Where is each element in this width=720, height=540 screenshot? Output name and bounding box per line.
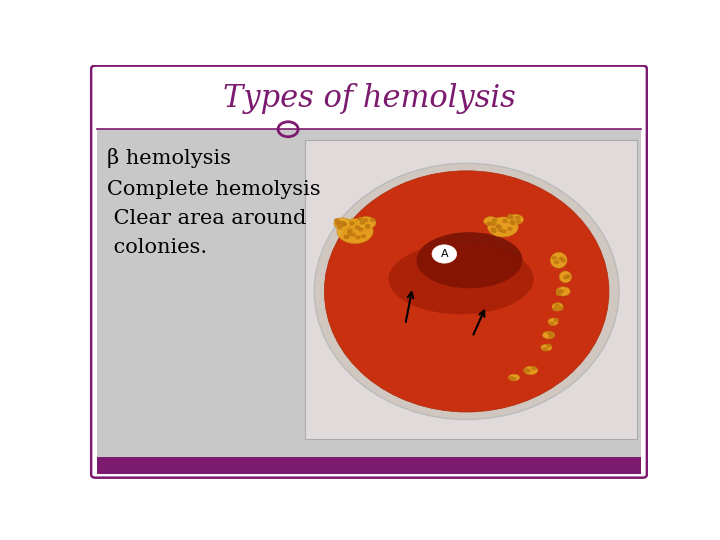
Circle shape xyxy=(344,234,350,239)
Ellipse shape xyxy=(315,163,619,420)
Circle shape xyxy=(347,231,353,235)
Circle shape xyxy=(341,222,346,227)
Circle shape xyxy=(365,225,370,229)
Ellipse shape xyxy=(416,232,523,288)
Circle shape xyxy=(510,377,516,381)
Circle shape xyxy=(558,306,564,310)
Ellipse shape xyxy=(487,217,518,237)
Text: colonies.: colonies. xyxy=(107,238,207,257)
Circle shape xyxy=(340,221,346,225)
Circle shape xyxy=(526,369,531,373)
Circle shape xyxy=(491,229,497,233)
Circle shape xyxy=(337,225,343,229)
Circle shape xyxy=(487,221,492,226)
Circle shape xyxy=(335,221,341,226)
Circle shape xyxy=(508,376,514,380)
Circle shape xyxy=(365,224,371,228)
Circle shape xyxy=(370,218,375,222)
Ellipse shape xyxy=(550,252,567,268)
Circle shape xyxy=(432,245,456,263)
Ellipse shape xyxy=(324,171,609,412)
Circle shape xyxy=(549,333,555,337)
Ellipse shape xyxy=(524,366,538,375)
Circle shape xyxy=(336,220,342,225)
Circle shape xyxy=(507,227,513,231)
Ellipse shape xyxy=(484,217,498,226)
Circle shape xyxy=(547,331,553,335)
Circle shape xyxy=(549,335,554,339)
Text: Complete hemolysis: Complete hemolysis xyxy=(107,180,320,199)
Circle shape xyxy=(498,228,503,232)
Circle shape xyxy=(554,260,559,264)
Circle shape xyxy=(508,214,513,218)
Ellipse shape xyxy=(334,218,351,230)
Text: A: A xyxy=(441,249,448,259)
Text: Types of hemolysis: Types of hemolysis xyxy=(222,83,516,113)
Circle shape xyxy=(363,218,369,222)
Circle shape xyxy=(542,347,548,352)
Text: β hemolysis: β hemolysis xyxy=(107,148,230,168)
Ellipse shape xyxy=(552,302,563,311)
Circle shape xyxy=(347,228,353,233)
Circle shape xyxy=(565,274,570,279)
Bar xyxy=(96,69,642,129)
Circle shape xyxy=(510,221,516,225)
Ellipse shape xyxy=(356,217,376,229)
Circle shape xyxy=(510,219,515,224)
Circle shape xyxy=(507,215,512,219)
Circle shape xyxy=(553,307,558,312)
Circle shape xyxy=(496,225,502,229)
Circle shape xyxy=(355,225,361,229)
Circle shape xyxy=(546,343,552,348)
Circle shape xyxy=(552,256,557,260)
Circle shape xyxy=(556,292,562,296)
Circle shape xyxy=(515,216,521,220)
Circle shape xyxy=(495,224,501,228)
Circle shape xyxy=(361,234,366,238)
Bar xyxy=(96,457,642,474)
Circle shape xyxy=(554,303,559,307)
Circle shape xyxy=(357,217,363,221)
Circle shape xyxy=(343,235,349,239)
Circle shape xyxy=(554,318,559,322)
Circle shape xyxy=(559,256,564,261)
Ellipse shape xyxy=(559,271,572,282)
Circle shape xyxy=(490,227,496,232)
Circle shape xyxy=(351,233,356,237)
Circle shape xyxy=(559,289,564,293)
Circle shape xyxy=(508,215,514,219)
Circle shape xyxy=(491,218,497,222)
Ellipse shape xyxy=(557,287,570,296)
Circle shape xyxy=(516,220,521,224)
Circle shape xyxy=(549,321,554,326)
Ellipse shape xyxy=(543,332,555,339)
Ellipse shape xyxy=(541,344,552,351)
Circle shape xyxy=(565,275,570,279)
Bar xyxy=(96,129,642,457)
Circle shape xyxy=(501,230,507,233)
Circle shape xyxy=(341,222,347,226)
Ellipse shape xyxy=(548,318,558,326)
Circle shape xyxy=(563,275,568,280)
Text: Clear area around: Clear area around xyxy=(107,209,306,228)
Circle shape xyxy=(490,222,496,226)
Circle shape xyxy=(523,368,528,373)
Ellipse shape xyxy=(337,219,373,244)
Circle shape xyxy=(359,221,365,225)
Circle shape xyxy=(560,259,566,262)
Circle shape xyxy=(355,235,361,240)
Circle shape xyxy=(531,366,536,370)
Ellipse shape xyxy=(389,244,534,314)
Circle shape xyxy=(556,288,562,293)
Bar xyxy=(305,140,637,439)
Ellipse shape xyxy=(508,374,520,381)
Ellipse shape xyxy=(507,214,523,225)
FancyBboxPatch shape xyxy=(91,66,647,478)
Circle shape xyxy=(503,219,508,223)
Circle shape xyxy=(486,222,492,226)
Circle shape xyxy=(334,218,340,222)
Circle shape xyxy=(358,227,364,232)
Circle shape xyxy=(349,221,355,225)
